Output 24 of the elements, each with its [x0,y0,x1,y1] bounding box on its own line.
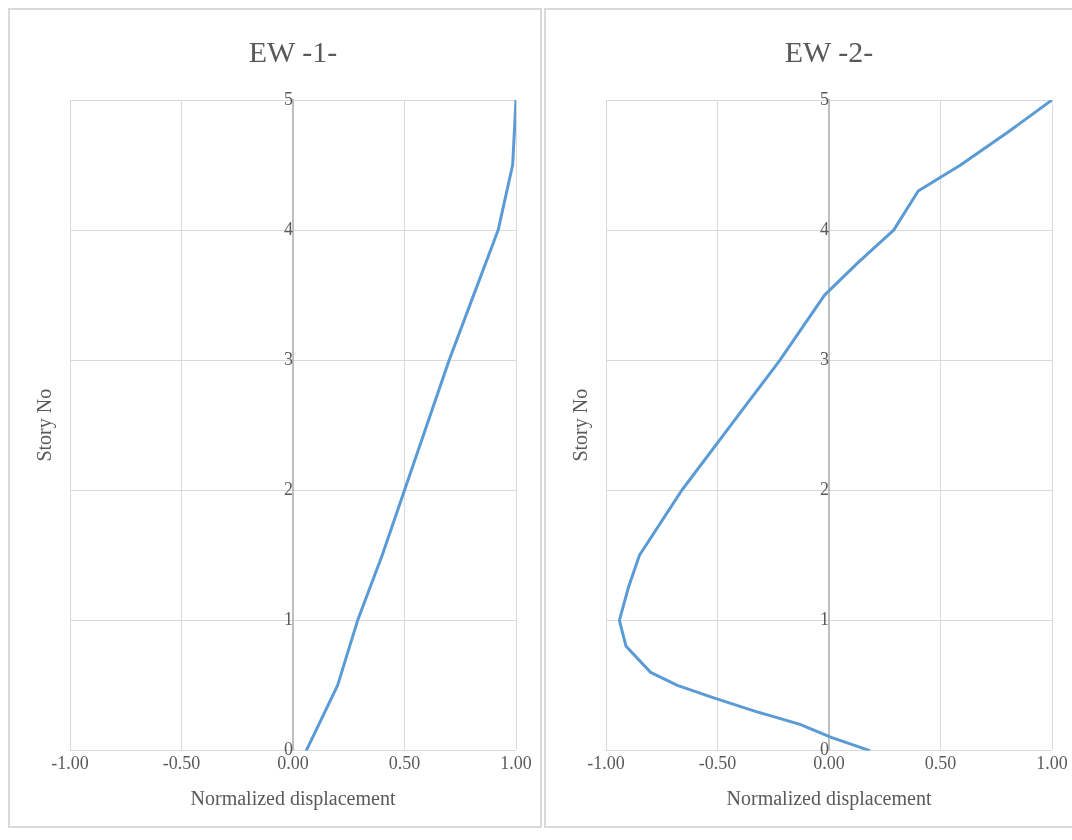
y-tick-label: 2 [284,478,293,499]
x-tick-label: 1.00 [1036,752,1068,773]
y-tick-label: 5 [284,88,293,109]
chart-title: EW -2- [784,34,874,68]
y-axis-title: Story No [569,388,593,462]
x-tick-label: 0.50 [924,752,957,773]
x-axis-title: Normalized displacement [190,787,396,811]
y-tick-label: 1 [820,609,829,630]
x-tick-label: -1.00 [587,752,625,773]
x-tick-label: 1.00 [500,752,532,773]
y-tick-label: 2 [820,478,829,499]
y-tick-label: 5 [820,88,829,109]
x-tick-label: 0.50 [388,752,421,773]
x-tick-label: -0.50 [162,752,201,773]
chart-title: EW -1- [248,34,338,68]
y-tick-label: 4 [820,218,829,239]
x-tick-label: -0.50 [698,752,737,773]
y-tick-label: 1 [284,609,293,630]
y-axis-title: Story No [33,388,57,462]
y-tick-label: 3 [820,348,829,369]
x-axis-title: Normalized displacement [726,787,932,811]
y-tick-label: 4 [284,218,293,239]
y-tick-label: 3 [284,348,293,369]
x-tick-label: -1.00 [51,752,89,773]
